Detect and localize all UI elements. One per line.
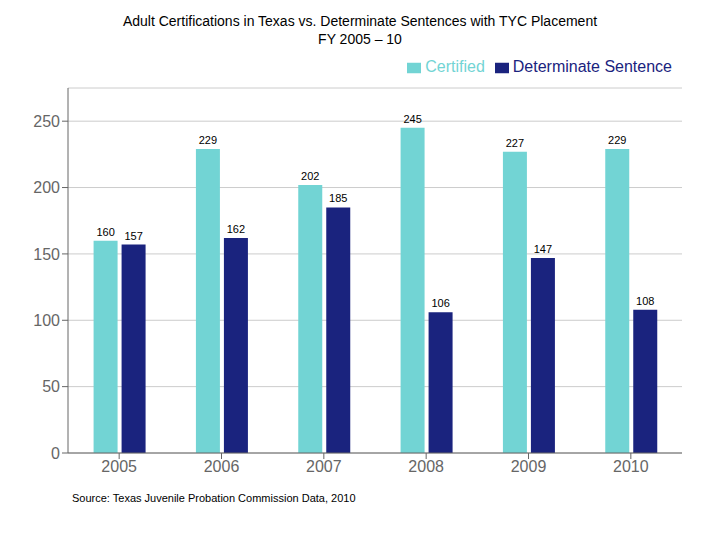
svg-text:2005: 2005 bbox=[101, 458, 137, 475]
svg-text:157: 157 bbox=[124, 230, 142, 242]
html-text:Determinate Sentence: Determinate Sentence bbox=[512, 58, 672, 75]
html-text:Certified: Certified bbox=[425, 58, 485, 75]
svg-text:2006: 2006 bbox=[204, 458, 240, 475]
svg-text:2010: 2010 bbox=[613, 458, 649, 475]
svg-text:2007: 2007 bbox=[306, 458, 342, 475]
svg-text:200: 200 bbox=[33, 179, 60, 196]
svg-text:229: 229 bbox=[608, 134, 626, 146]
svg-text:0: 0 bbox=[51, 445, 60, 462]
svg-text:2009: 2009 bbox=[511, 458, 547, 475]
svg-text:250: 250 bbox=[33, 113, 60, 130]
svg-text:162: 162 bbox=[227, 223, 245, 235]
svg-text:106: 106 bbox=[431, 297, 449, 309]
svg-text:245: 245 bbox=[403, 113, 421, 125]
svg-text:229: 229 bbox=[199, 134, 217, 146]
svg-text:227: 227 bbox=[506, 137, 524, 149]
html-text:Source: Texas Juvenile Probati: Source: Texas Juvenile Probation Commiss… bbox=[72, 492, 356, 504]
svg-text:147: 147 bbox=[534, 243, 552, 255]
svg-text:100: 100 bbox=[33, 312, 60, 329]
svg-text:150: 150 bbox=[33, 246, 60, 263]
svg-text:185: 185 bbox=[329, 192, 347, 204]
svg-text:50: 50 bbox=[42, 378, 60, 395]
html-text:FY 2005 – 10: FY 2005 – 10 bbox=[318, 31, 402, 47]
svg-text:108: 108 bbox=[636, 295, 654, 307]
svg-text:2008: 2008 bbox=[408, 458, 444, 475]
svg-text:160: 160 bbox=[96, 226, 114, 238]
html-text:Adult Certifications in Texas: Adult Certifications in Texas vs. Determ… bbox=[122, 13, 598, 29]
svg-text:202: 202 bbox=[301, 170, 319, 182]
